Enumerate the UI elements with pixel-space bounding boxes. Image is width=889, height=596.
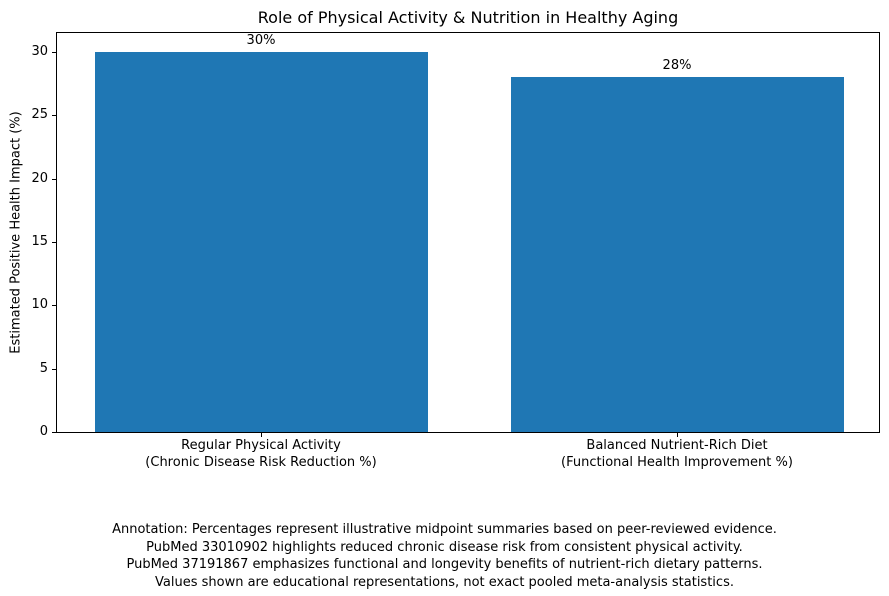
x-tick-label-line: (Chronic Disease Risk Reduction %) xyxy=(145,454,377,470)
bar xyxy=(94,52,428,432)
bar xyxy=(510,77,844,432)
y-tick-label: 25 xyxy=(31,107,48,123)
y-tick-mark xyxy=(52,115,56,117)
y-tick-label: 5 xyxy=(39,360,48,376)
y-tick-mark xyxy=(52,178,56,180)
y-tick-mark xyxy=(52,242,56,243)
y-tick-label: 0 xyxy=(39,424,48,439)
x-tick-label: Regular Physical Activity (Chronic Diseas… xyxy=(145,438,376,471)
y-axis-label-text: Estimated Positive Health Impact (%) xyxy=(8,111,24,354)
y-tick-label: 15 xyxy=(31,234,48,249)
x-tick-label-line: (Functional Health Improvement %) xyxy=(561,454,793,470)
y-tick-label: 30 xyxy=(31,44,48,59)
annotation-text: Annotation: Percentages represent illust… xyxy=(0,521,889,591)
x-tick-label: Balanced Nutrient-Rich Diet (Functional H… xyxy=(561,438,793,471)
y-tick-mark xyxy=(52,432,56,433)
annotation-line: Values shown are educational representat… xyxy=(155,574,734,590)
annotation-line: PubMed 33010902 highlights reduced chron… xyxy=(146,539,743,555)
y-tick-mark xyxy=(52,368,56,370)
y-tick-mark xyxy=(52,52,56,53)
y-tick-label: 10 xyxy=(31,297,48,313)
x-tick-mark xyxy=(261,433,262,437)
plot-area: 30% 28% xyxy=(56,32,880,433)
annotation-line: Annotation: Percentages represent illust… xyxy=(112,522,777,537)
chart-title: Role of Physical Activity & Nutrition in… xyxy=(257,8,679,27)
x-tick-mark xyxy=(677,433,678,437)
y-tick-label: 20 xyxy=(31,170,48,186)
bar-value-label: 28% xyxy=(662,58,692,74)
x-tick-label-line: Balanced Nutrient-Rich Diet xyxy=(586,438,768,453)
annotation-line: PubMed 37191867 emphasizes functional an… xyxy=(126,557,763,572)
y-tick-mark xyxy=(52,305,56,307)
bar-value-label: 30% xyxy=(246,33,276,48)
x-tick-label-line: Regular Physical Activity xyxy=(181,438,341,453)
